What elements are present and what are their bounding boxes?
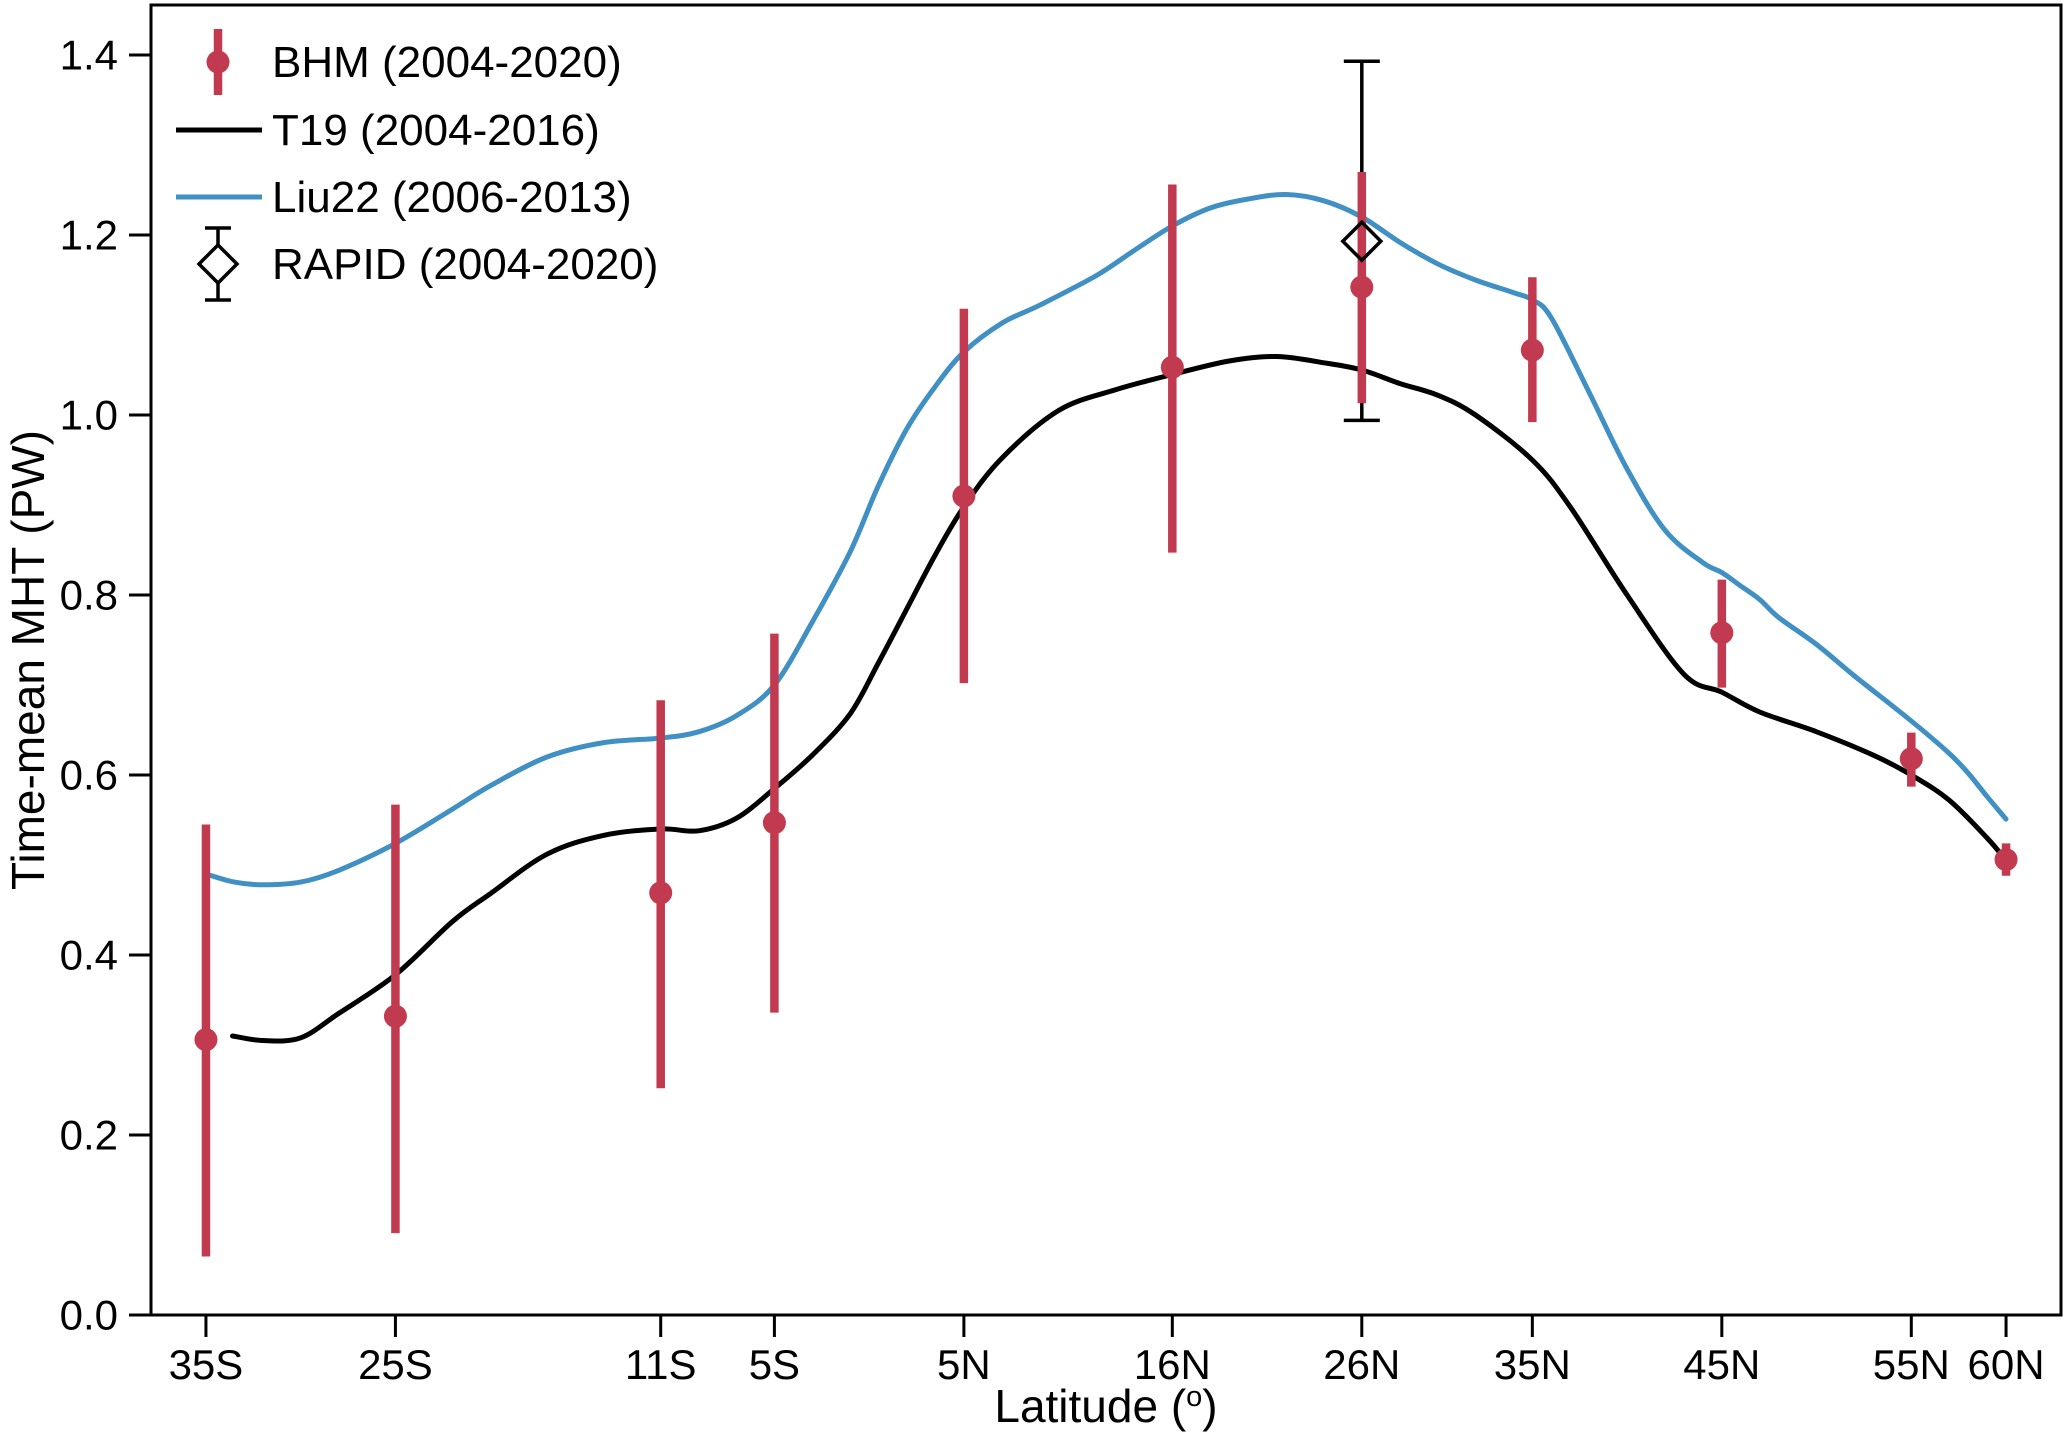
legend-label-liu22: Liu22 (2006-2013) — [272, 173, 632, 222]
y-tick-label: 1.4 — [60, 31, 118, 78]
y-tick-label: 0.8 — [60, 571, 118, 618]
x-tick-label: 45N — [1683, 1341, 1760, 1388]
bhm-point — [1710, 621, 1734, 645]
legend-label-rapid: RAPID (2004-2020) — [272, 240, 658, 289]
x-tick-label: 60N — [1968, 1341, 2045, 1388]
legend-item-liu22: Liu22 (2006-2013) — [176, 173, 632, 222]
legend-item-t19: T19 (2004-2016) — [176, 106, 600, 155]
bhm-point — [1350, 275, 1374, 299]
legend-label-bhm: BHM (2004-2020) — [272, 38, 622, 87]
bhm-point — [383, 1004, 407, 1028]
x-tick-label: 35N — [1494, 1341, 1571, 1388]
y-tick-label: 1.2 — [60, 211, 118, 258]
y-tick-label: 0.4 — [60, 931, 118, 978]
rapid-diamond-marker — [1340, 219, 1384, 263]
bhm-point — [762, 811, 786, 835]
x-tick-label: 35S — [169, 1341, 244, 1388]
bhm-point — [194, 1028, 218, 1052]
x-axis-title: Latitude (o) — [994, 1380, 1217, 1432]
y-tick-label: 0.0 — [60, 1292, 118, 1339]
x-tick-label: 5N — [937, 1341, 991, 1388]
liu22-curve — [203, 191, 2009, 888]
legend-item-bhm: BHM (2004-2020) — [206, 29, 622, 95]
x-tick-label: 26N — [1323, 1341, 1400, 1388]
legend-label-t19: T19 (2004-2016) — [272, 106, 600, 155]
plot-frame — [149, 3, 2063, 1317]
y-tick-label: 0.6 — [60, 751, 118, 798]
t19-curve — [230, 353, 2009, 1044]
legend-bhm-dot-icon — [206, 50, 230, 74]
y-tick-label: 0.2 — [60, 1111, 118, 1158]
bhm-point — [649, 881, 673, 905]
legend-item-rapid: RAPID (2004-2020) — [196, 226, 658, 302]
legend-rapid-diamond-icon — [196, 242, 240, 286]
x-tick-label: 11S — [625, 1341, 697, 1388]
bhm-point — [1520, 338, 1544, 362]
y-tick-label: 1.0 — [60, 391, 118, 438]
x-tick-label: 55N — [1873, 1341, 1950, 1388]
bhm-point — [952, 484, 976, 508]
bhm-point — [1994, 848, 2018, 872]
bhm-point — [1160, 355, 1184, 379]
x-tick-label: 16N — [1134, 1341, 1211, 1388]
y-axis-title: Time-mean MHT (PW) — [2, 430, 54, 890]
bhm-point — [1899, 747, 1923, 771]
x-tick-label: 5S — [749, 1341, 800, 1388]
x-tick-label: 25S — [358, 1341, 433, 1388]
